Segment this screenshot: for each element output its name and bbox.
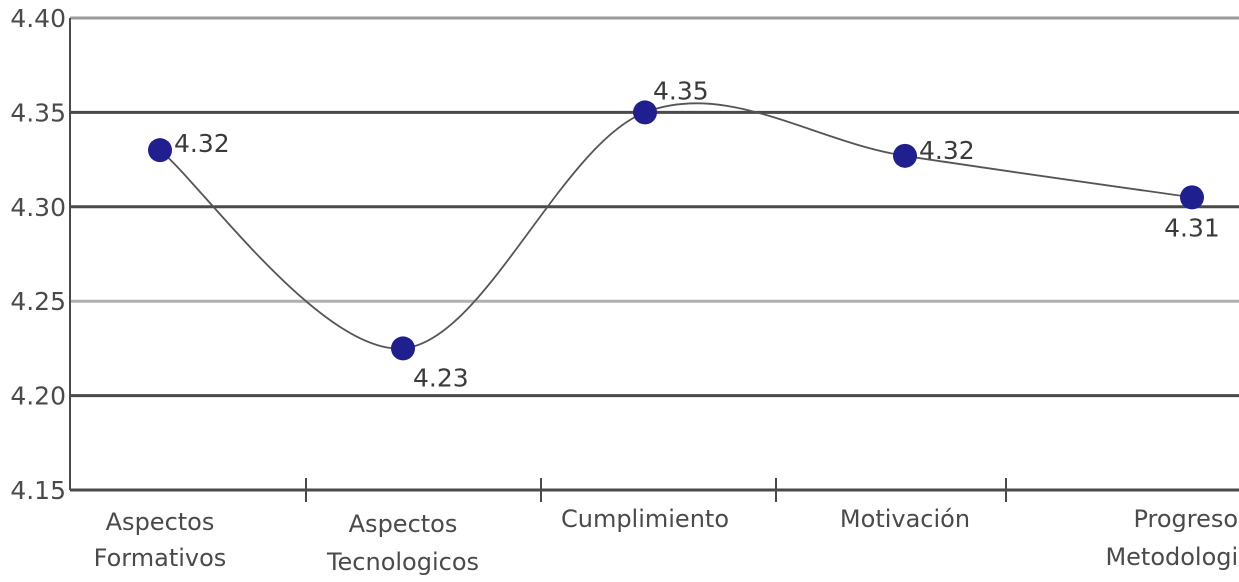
data-label: 4.23	[413, 363, 469, 392]
x-category-label: Progresos	[1133, 505, 1239, 533]
data-label: 4.35	[653, 76, 709, 105]
data-point	[148, 138, 172, 163]
x-category-label: Tecnologicos	[326, 548, 479, 576]
data-label: 4.32	[919, 136, 975, 165]
data-labels: 4.32 4.23 4.35 4.32 4.31	[174, 76, 1220, 392]
data-label: 4.32	[174, 129, 230, 158]
y-tick-label: 4.35	[10, 98, 66, 127]
x-axis: Aspectos Formativos Aspectos Tecnologicos Cu…	[69, 18, 1239, 576]
x-category-label: Metodologicos	[1105, 543, 1239, 571]
y-tick-label: 4.15	[10, 476, 66, 505]
data-label: 4.31	[1164, 213, 1220, 242]
x-category-label: Motivación	[840, 505, 970, 533]
x-category-label: Formativos	[94, 544, 227, 572]
data-point	[633, 100, 657, 125]
x-category-label: Aspectos	[349, 510, 458, 538]
y-tick-label: 4.25	[10, 287, 66, 316]
data-point	[893, 143, 917, 168]
x-category-label: Aspectos	[106, 508, 215, 536]
x-category-label: Cumplimiento	[561, 505, 729, 533]
y-tick-label: 4.30	[10, 193, 66, 222]
data-point	[391, 336, 415, 361]
y-tick-label: 4.40	[10, 4, 66, 33]
data-point	[1180, 185, 1204, 210]
y-tick-label: 4.20	[10, 382, 66, 411]
series	[148, 100, 1204, 361]
series-line	[159, 102, 1193, 350]
y-axis-ticks: 4.15 4.20 4.25 4.30 4.35 4.40	[10, 4, 66, 505]
